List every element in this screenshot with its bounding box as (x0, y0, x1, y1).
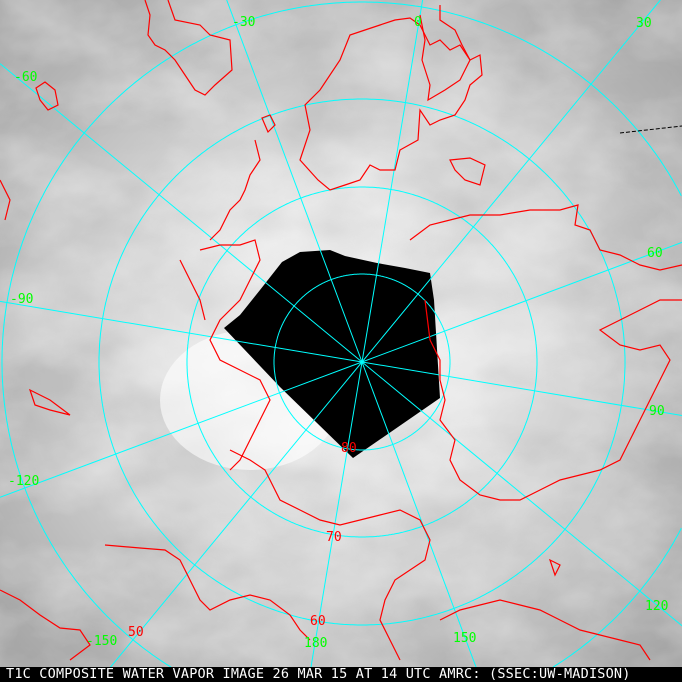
coastline-islands (35, 81, 561, 577)
latitude-label: 50 (128, 625, 144, 640)
longitude-label: -60 (14, 70, 37, 85)
longitude-label: -120 (8, 474, 39, 489)
meridian-line (361, 361, 682, 416)
meridian-line (0, 300, 363, 363)
longitude-label: 120 (645, 599, 668, 614)
meridian-line (0, 63, 363, 363)
meridian-line (0, 361, 363, 498)
latitude-circle (186, 186, 538, 538)
meridian-line (226, 0, 363, 363)
latitude-label: 80 (341, 441, 357, 456)
longitude-label: 30 (636, 16, 652, 31)
latitude-label: 60 (310, 614, 326, 629)
coastline-greenland (299, 17, 483, 191)
coastline-svalbard (449, 157, 486, 186)
meridian-line (361, 361, 483, 682)
longitude-label: -30 (232, 15, 255, 30)
coastline-canada (0, 179, 311, 661)
meridian-line (361, 0, 661, 363)
no-data-region (224, 250, 440, 458)
longitude-label: 180 (304, 636, 327, 651)
meridian-line (361, 241, 682, 363)
coastline-alaska (229, 449, 651, 661)
longitude-label: 150 (453, 631, 476, 646)
latitude-circle (273, 273, 451, 451)
longitude-label: -90 (10, 292, 33, 307)
coastline-scandinavia (419, 5, 471, 102)
meridian-line (97, 361, 363, 682)
longitude-labels: -30 0 30 -60 60 -90 90 -120 120 -150 150… (8, 15, 668, 651)
latitude-labels: 80 70 60 50 (128, 441, 357, 640)
latitude-circle (527, 527, 682, 682)
coastlines (0, 0, 682, 661)
longitude-label: -150 (86, 634, 117, 649)
coastline-iceland (144, 0, 233, 96)
meridian-line (361, 0, 424, 363)
meridian-line (361, 361, 682, 627)
longitude-label: 0 (414, 15, 422, 30)
coastline-siberia (409, 204, 682, 501)
image-caption: T1C COMPOSITE WATER VAPOR IMAGE 26 MAR 1… (0, 667, 682, 682)
dashed-boundary-line (619, 125, 682, 134)
latitude-circle (98, 98, 626, 626)
latitude-label: 70 (326, 530, 342, 545)
longitude-label: 90 (649, 404, 665, 419)
longitude-label: 60 (647, 246, 663, 261)
meridian-line (308, 361, 363, 682)
